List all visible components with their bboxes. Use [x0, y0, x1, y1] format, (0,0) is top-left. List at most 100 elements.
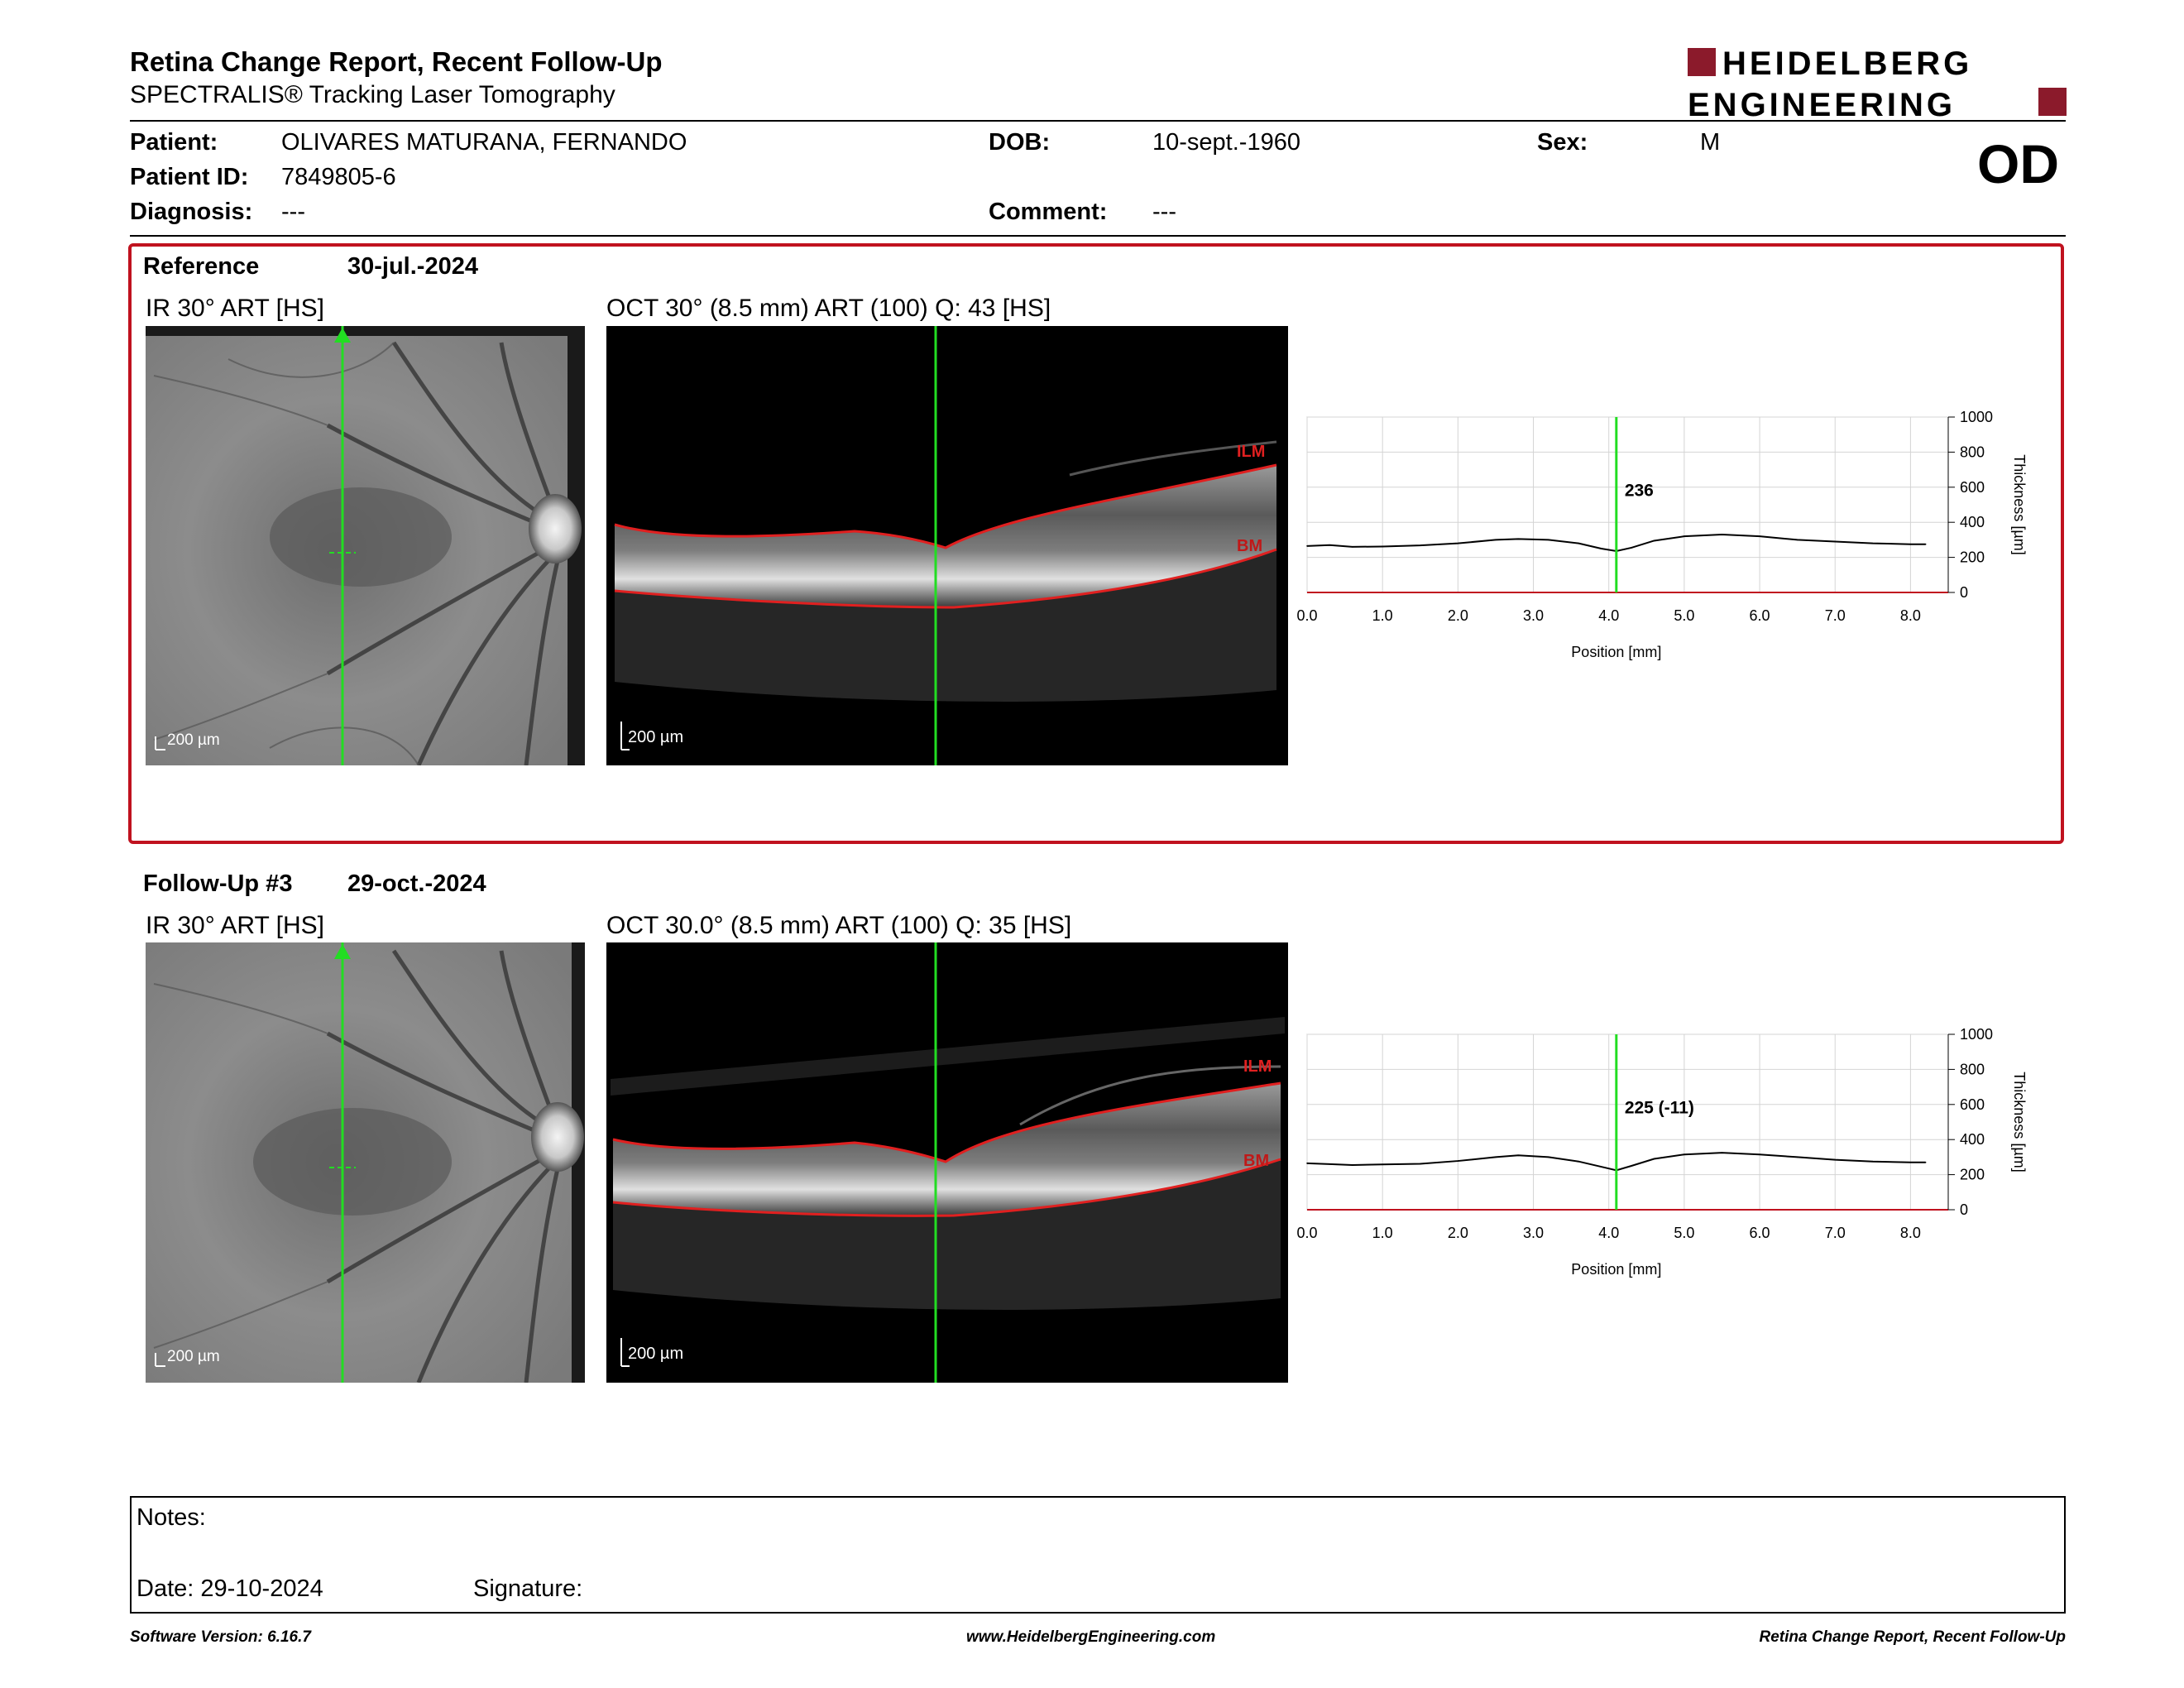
followup-oct-image: ILM BM 200 µm — [606, 942, 1288, 1383]
patient-divider — [130, 235, 2066, 237]
plot-area — [1306, 1033, 1949, 1211]
thickness-point — [1653, 539, 1655, 542]
thickness-point — [1547, 539, 1549, 541]
report-subtitle: SPECTRALIS® Tracking Laser Tomography — [130, 81, 615, 108]
y-tick-label: 200 — [1960, 549, 1985, 566]
x-tick-label: 7.0 — [1825, 607, 1846, 624]
reference-oct-scale: 200 µm — [628, 728, 683, 746]
y-tick-label: 400 — [1960, 1131, 1985, 1148]
heidelberg-logo: HEIDELBERG ENGINEERING — [1688, 46, 2067, 122]
thickness-point — [1759, 535, 1760, 537]
patient-name: OLIVARES MATURANA, FERNANDO — [281, 129, 687, 156]
x-tick-label: 7.0 — [1825, 1225, 1846, 1241]
thickness-point — [1924, 543, 1927, 545]
thickness-point — [1382, 545, 1383, 548]
thickness-point — [1495, 539, 1497, 541]
thickness-point — [1351, 1164, 1353, 1166]
patient-label: Patient: — [130, 129, 218, 156]
x-tick-label: 1.0 — [1372, 1225, 1393, 1241]
comment-value: --- — [1152, 199, 1176, 225]
y-tick-label: 0 — [1960, 1201, 1968, 1218]
thickness-point — [1631, 547, 1632, 549]
reference-ilm-label: ILM — [1237, 443, 1265, 461]
y-tick-label: 400 — [1960, 514, 1985, 530]
thickness-point — [1382, 1163, 1383, 1166]
thickness-point — [1457, 1160, 1459, 1162]
plot-area — [1306, 416, 1949, 593]
thickness-point — [1578, 542, 1580, 544]
sex-value: M — [1700, 129, 1721, 156]
thickness-point — [1547, 1156, 1549, 1158]
x-tick-label: 4.0 — [1598, 1225, 1619, 1241]
thickness-point — [1306, 545, 1308, 547]
thickness-point — [1631, 1165, 1632, 1167]
reference-ir-title: IR 30° ART [HS] — [146, 295, 324, 322]
thickness-point — [1834, 540, 1837, 543]
x-tick-label: 0.0 — [1296, 1225, 1317, 1241]
thickness-point — [1600, 548, 1602, 549]
x-tick-label: 8.0 — [1900, 607, 1921, 624]
thickness-point — [1517, 1154, 1520, 1157]
thickness-point — [1419, 544, 1421, 546]
x-axis-label: Position [mm] — [1571, 644, 1661, 660]
y-axis-label: Thickness [µm] — [2011, 454, 2028, 554]
y-tick-label: 800 — [1960, 444, 1985, 460]
thickness-point — [1306, 1163, 1308, 1164]
y-tick-label: 1000 — [1960, 1026, 1993, 1043]
y-tick-label: 1000 — [1960, 409, 1993, 425]
dob-value: 10-sept.-1960 — [1152, 129, 1300, 156]
thickness-point — [1419, 1163, 1421, 1165]
thickness-point — [1872, 542, 1874, 544]
diagnosis-label: Diagnosis: — [130, 199, 253, 225]
followup-fundus-image: 200 µm — [146, 942, 585, 1383]
reference-ir-scale: 200 µm — [167, 731, 220, 749]
x-tick-label: 0.0 — [1296, 607, 1317, 624]
thickness-point — [1351, 546, 1353, 548]
reference-oct-title: OCT 30° (8.5 mm) ART (100) Q: 43 [HS] — [606, 295, 1051, 322]
thickness-point — [1600, 1166, 1602, 1168]
y-tick-label: 800 — [1960, 1061, 1985, 1077]
thickness-point — [1909, 543, 1912, 545]
reference-label: Reference — [143, 253, 260, 280]
followup-thickness-chart: 0.0 1.0 2.0 3.0 4.0 5.0 6.0 7.0 8.0 0 200 400 600 800… — [1296, 1026, 2028, 1278]
sex-label: Sex: — [1537, 129, 1588, 156]
x-tick-label: 3.0 — [1523, 1225, 1544, 1241]
followup-label: Follow-Up #3 — [143, 870, 293, 897]
thickness-series-line — [1306, 1152, 1926, 1172]
cursor-thickness-label: 225 (-11) — [1625, 1098, 1694, 1117]
followup-ilm-label: ILM — [1243, 1057, 1272, 1076]
cursor-thickness-label: 236 — [1625, 481, 1654, 500]
thickness-point — [1759, 1153, 1760, 1156]
patient-id-label: Patient ID: — [130, 164, 249, 190]
y-axis-label: Thickness [µm] — [2011, 1072, 2028, 1172]
followup-oct-title: OCT 30.0° (8.5 mm) ART (100) Q: 35 [HS] — [606, 912, 1072, 939]
notes-label: Notes: — [136, 1504, 206, 1531]
reference-date: 30-jul.-2024 — [347, 253, 478, 280]
followup-date: 29-oct.-2024 — [347, 870, 486, 897]
thickness-point — [1684, 535, 1685, 537]
footer-website[interactable]: www.HeidelbergEngineering.com — [966, 1628, 1216, 1646]
followup-ir-scale: 200 µm — [167, 1348, 220, 1365]
x-tick-label: 2.0 — [1448, 607, 1468, 624]
thickness-point — [1872, 1160, 1874, 1163]
notes-date: Date: 29-10-2024 — [136, 1575, 323, 1602]
followup-bm-label: BM — [1243, 1152, 1269, 1170]
thickness-point — [1457, 542, 1459, 544]
reference-oct-image: ILM BM 200 µm — [606, 326, 1288, 765]
thickness-series-line — [1306, 534, 1926, 552]
patient-id-value: 7849805-6 — [281, 164, 396, 190]
y-tick-label: 600 — [1960, 1096, 1985, 1113]
followup-oct-scale: 200 µm — [628, 1345, 683, 1363]
thickness-point — [1721, 1152, 1723, 1153]
thickness-point — [1796, 539, 1798, 541]
x-tick-label: 6.0 — [1750, 1225, 1770, 1241]
logo-line1: HEIDELBERG — [1722, 46, 1972, 82]
y-tick-label: 600 — [1960, 479, 1985, 496]
thickness-point — [1796, 1156, 1798, 1158]
thickness-point — [1909, 1161, 1912, 1163]
thickness-point — [1721, 534, 1723, 535]
thickness-point — [1329, 544, 1331, 546]
reference-highlight-box — [128, 243, 2064, 844]
x-tick-label: 1.0 — [1372, 607, 1393, 624]
notes-box: Notes: Date: 29-10-2024 Signature: — [130, 1496, 2066, 1614]
